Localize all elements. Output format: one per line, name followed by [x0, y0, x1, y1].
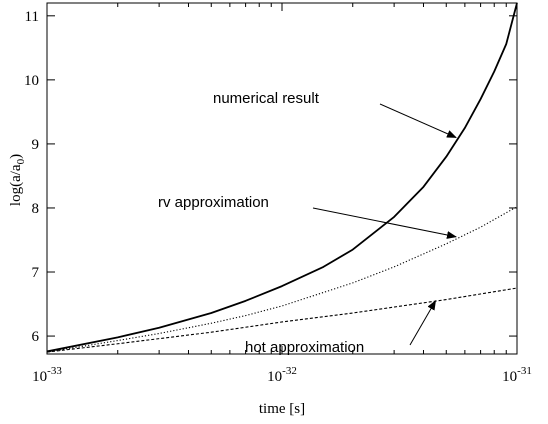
series-line-2-dotted — [46, 206, 518, 353]
y-tick-label: 6 — [32, 329, 40, 345]
annotation-label: rv approximation — [158, 194, 269, 211]
annotation-label: hot approximation — [245, 339, 364, 356]
x-tick-base: 10 — [267, 369, 282, 385]
annotation-arrow — [409, 299, 437, 346]
y-axis-title-sub: 0 — [15, 158, 27, 164]
annotation-arrow — [379, 103, 457, 138]
x-tick-exponent: -31 — [517, 365, 532, 377]
annotations: numerical result rv approximation hot appr… — [158, 90, 457, 356]
y-tick-label: 7 — [32, 265, 40, 281]
x-tick-label: 10-31 — [502, 365, 532, 385]
series-group — [46, 2, 518, 353]
x-axis-title: time [s] — [259, 401, 305, 417]
x-tick-exponent: -33 — [47, 365, 62, 377]
series-line-1-solid — [46, 2, 518, 353]
y-tick-label: 10 — [24, 73, 39, 89]
x-tick-base: 10 — [32, 369, 47, 385]
y-tick-label: 11 — [25, 9, 39, 25]
ticks — [46, 3, 518, 354]
plot-frame — [46, 2, 518, 355]
x-tick-exponent: -32 — [282, 365, 297, 377]
annotation-arrow — [312, 207, 457, 239]
y-tick-label: 8 — [32, 201, 40, 217]
annotation-label: numerical result — [213, 90, 320, 107]
x-tick-label: 10-33 — [32, 365, 62, 385]
series-line-3-dashed — [46, 287, 518, 353]
x-tick-label: 10-32 — [267, 365, 297, 385]
y-axis-title: log(a/a0) — [8, 154, 27, 206]
y-axis-title-close: ) — [8, 154, 24, 159]
y-axis-title-main: log(a/a — [8, 164, 24, 206]
y-tick-label: 9 — [32, 137, 40, 153]
x-tick-base: 10 — [502, 369, 517, 385]
